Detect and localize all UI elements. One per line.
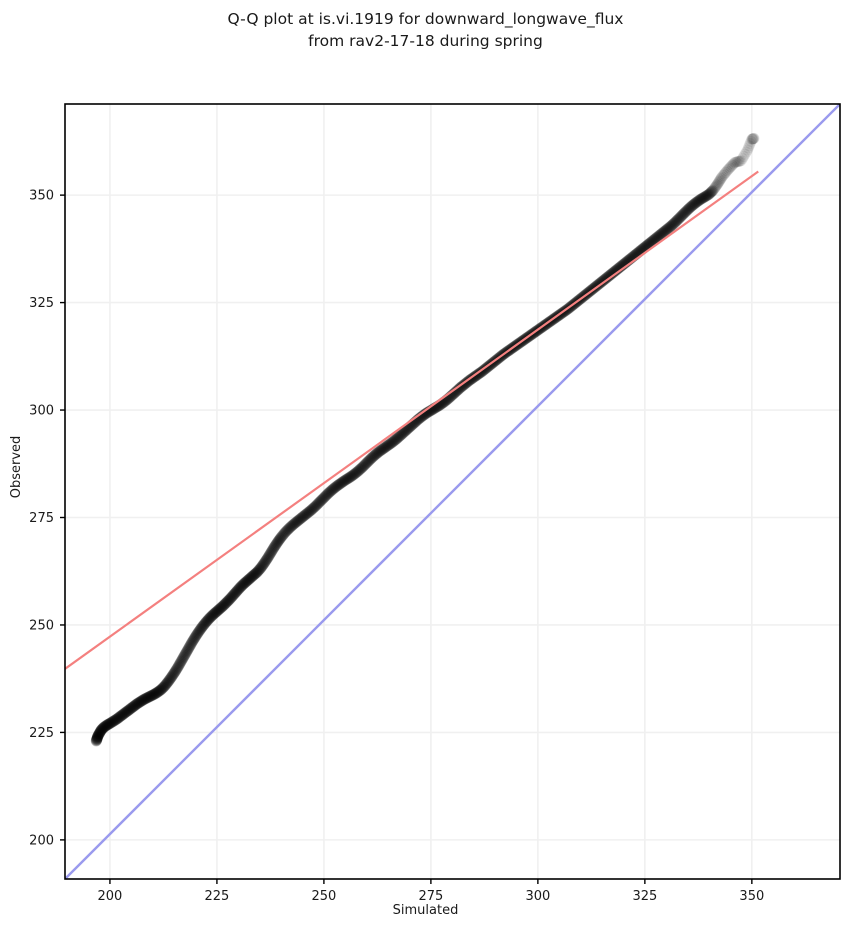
y-axis-label: Observed — [9, 435, 24, 499]
x-tick-label: 200 — [98, 889, 123, 904]
chart-title: Q-Q plot at is.vi.1919 for downward_long… — [0, 8, 851, 52]
y-tick-label: 250 — [29, 618, 54, 633]
chart-title-line-2: from rav2-17-18 during spring — [308, 32, 543, 50]
y-tick-label: 300 — [29, 404, 54, 419]
x-axis-label: Simulated — [392, 903, 459, 918]
regression-line — [65, 170, 759, 671]
gridlines — [65, 104, 840, 879]
y-tick-label: 225 — [29, 726, 54, 741]
y-tick-label: 200 — [29, 833, 54, 848]
y-tick-label: 325 — [29, 296, 54, 311]
x-tick-label: 225 — [205, 889, 230, 904]
y-tick-label: 350 — [29, 189, 54, 204]
y-axis-label-wrapper: Observed — [6, 0, 28, 934]
axis-ticks — [60, 194, 753, 884]
x-tick-label: 250 — [311, 889, 336, 904]
y-tick-label: 275 — [29, 511, 54, 526]
axis-tick-labels: 200 225 250 275 300 325 350 200 225 250 275 300 325 3… — [29, 189, 764, 904]
x-tick-label: 300 — [525, 889, 550, 904]
x-tick-label: 275 — [418, 889, 443, 904]
chart-title-line-1: Q-Q plot at is.vi.1919 for downward_long… — [227, 10, 624, 28]
x-tick-label: 350 — [739, 889, 764, 904]
identity-line — [65, 104, 840, 879]
plot-frame — [64, 103, 841, 880]
x-tick-label: 325 — [632, 889, 657, 904]
scatter-points — [90, 132, 760, 747]
